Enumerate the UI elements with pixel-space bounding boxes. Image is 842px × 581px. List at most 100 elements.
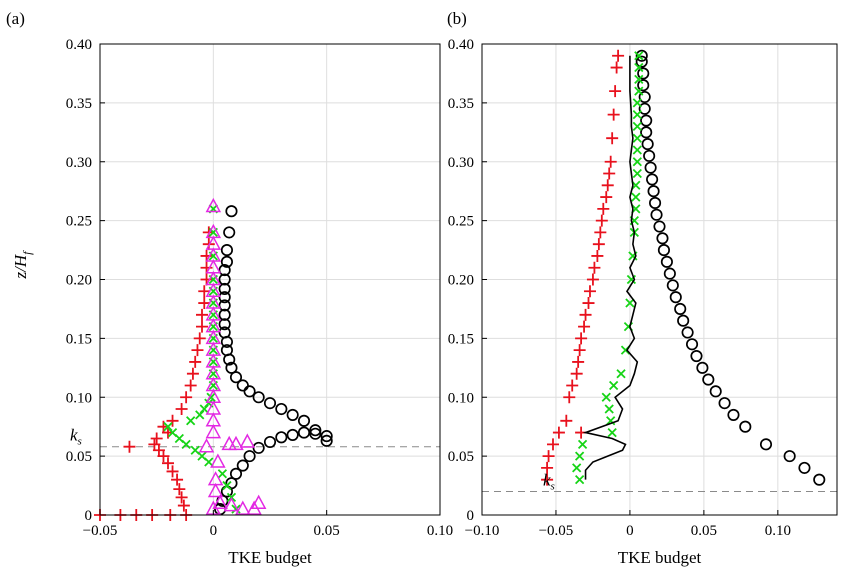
panel-a-ks-sub: s (78, 436, 82, 448)
panel-a-triangle-point-12 (198, 438, 215, 453)
panel-b-ytick-label-1: 0.05 (448, 449, 474, 465)
panel-a-ticks: −0.05 0 0.05 0.1000.050.100.150.200.250.300… (66, 37, 453, 539)
panel-a-triangle-point-15 (205, 400, 222, 415)
panel-b-circle-point-2 (783, 450, 796, 463)
panel-a-plus-point-8 (173, 483, 186, 496)
panel-b-xtick-label-1: −0.05 (539, 523, 574, 539)
panel-a-plus-point-30 (198, 285, 211, 298)
panel-a-circle-point-19 (263, 397, 277, 410)
panel-a-triangle-point-20 (205, 341, 222, 356)
panel-b-circle-point-19 (657, 244, 670, 257)
panel-a-triangle-point-8 (210, 453, 226, 468)
panel-a-circle-point-34 (218, 273, 231, 286)
panel-b-plus-point-12 (575, 332, 588, 345)
panel-b-cross-point-18 (631, 192, 641, 202)
panel-a-plus-point-10 (166, 465, 179, 478)
panel-b-plus-point-19 (591, 249, 604, 262)
panel-b-plus-point-17 (586, 273, 599, 286)
panel-a-plus-point-21 (180, 391, 193, 404)
panel-b-plus-point-13 (578, 320, 591, 333)
panel-b-circle-point-35 (635, 55, 648, 68)
panel-b-plus-point-30 (609, 85, 622, 98)
panel-a-triangle-point-21 (205, 329, 222, 345)
panel-a-triangle-point-23 (205, 306, 222, 321)
panel-a-circle-point-4 (229, 467, 243, 480)
panel-a-circle-point-23 (229, 371, 243, 384)
panel-a-triangle-point-14 (205, 412, 222, 427)
panel-b-circle-point-1 (798, 461, 811, 474)
panel-a-circle-point-26 (220, 344, 233, 357)
panel-b-circle-point-15 (669, 291, 682, 304)
panel-b-ks-main: k (543, 470, 551, 489)
panel-b-circle-point-4 (739, 420, 752, 433)
panel-a-plus-point-29 (198, 297, 211, 310)
panel-b-circle-point-6 (718, 397, 731, 410)
panel-a-cross-point-12 (195, 410, 205, 420)
panel-b-cross-point-25 (632, 110, 642, 120)
panel-a-ytick-label-4: 0.20 (66, 273, 92, 289)
panel-a-circle-point-24 (225, 361, 238, 374)
panel-a-triangle-point-31 (205, 197, 222, 213)
panel-a-triangle-point-6 (207, 482, 224, 498)
panel-b-plus-point-22 (595, 214, 608, 227)
panel-b-plus-point-25 (601, 179, 614, 192)
panel-b-cross-point-0 (574, 475, 585, 485)
panel-b-cross-point-1 (572, 463, 582, 473)
panel-b-xtick-label-4: 0.10 (765, 523, 791, 539)
panel-a-plus-point-9 (171, 473, 184, 486)
panel-a-triangle-point-27 (205, 259, 222, 274)
panel-b-circle-point-13 (677, 314, 690, 327)
panel-b-cross-point-9 (616, 369, 626, 379)
panel-b-ytick-label-0: 0 (467, 508, 475, 524)
panel-a-cross-point-10 (163, 422, 173, 432)
panel-a-triangle-point-2 (223, 497, 240, 512)
panel-a-circle-point-32 (218, 291, 231, 304)
panel-a-ytick-label-0: 0 (85, 508, 93, 524)
panel-b-plus-point-9 (570, 367, 583, 380)
panel-b-x-axis-label: TKE budget (618, 548, 702, 567)
panel-b-circle-point-0 (813, 473, 826, 486)
panel-a-circle-point-21 (243, 385, 256, 398)
panel-a-cross-point-11 (186, 416, 196, 426)
panel-a-x-axis-label: TKE budget (228, 548, 312, 567)
panel-a-cross-point-2 (222, 480, 232, 491)
panel-a-plus-point-11 (162, 457, 174, 470)
panel-b-cross-point-21 (632, 157, 642, 167)
panel-a-triangle-point-5 (246, 500, 262, 515)
panel-a-triangle-point-17 (205, 376, 222, 392)
panel-a-plus-point-25 (191, 344, 204, 357)
panel-b-circle-point-17 (663, 267, 676, 280)
panel-b-circle-point-28 (641, 138, 654, 151)
panel-b-cross-point-6 (604, 404, 614, 414)
panel-a-label: (a) (6, 9, 25, 28)
panel-a-circle-point-16 (297, 414, 311, 427)
panel-a-plus-point-22 (184, 379, 197, 392)
panel-b-xtick-label-2: 0 (626, 523, 634, 539)
panel-a-circle-point-11 (297, 426, 311, 439)
panel-a-triangle-point-4 (250, 494, 267, 509)
panel-a-plus-point-6 (177, 499, 190, 512)
panel-b-ytick-label-5: 0.25 (448, 214, 474, 230)
panel-b-circle-point-32 (638, 90, 651, 104)
panel-a-circle-point-6 (243, 450, 256, 463)
panel-b-plus-point-15 (582, 297, 595, 310)
panel-b-ytick-label-7: 0.35 (448, 96, 474, 112)
panel-b-cross-point-22 (632, 145, 642, 155)
panel-b-plus-point-14 (579, 308, 592, 321)
panel-a-triangle-point-7 (207, 471, 224, 486)
panel-a-cross-point-6 (190, 445, 200, 455)
panel-a-circle-point-3 (225, 477, 238, 490)
panel-a-triangle-point-26 (205, 270, 222, 286)
panel-b-cross-point-24 (632, 121, 642, 132)
panel-b: −0.10 −0.05 0 0.05 0.10 0 0.05 0.10 0.15 0.20 0.25… (448, 37, 838, 567)
panel-b-circle-point-10 (690, 349, 703, 363)
panel-b-plus-point-24 (600, 191, 613, 204)
panel-a-plus-point-19 (166, 414, 179, 427)
panel-a-circle-point-10 (286, 428, 299, 441)
panel-b-plus-point-10 (572, 355, 585, 368)
panel-b-cross-point-3 (577, 439, 588, 449)
panel-a-circle-point-5 (236, 459, 249, 472)
panel-a-triangle-point-1 (212, 494, 228, 509)
panel-b-cross-point-5 (606, 416, 616, 426)
panel-a-circle-point-36 (220, 255, 233, 268)
